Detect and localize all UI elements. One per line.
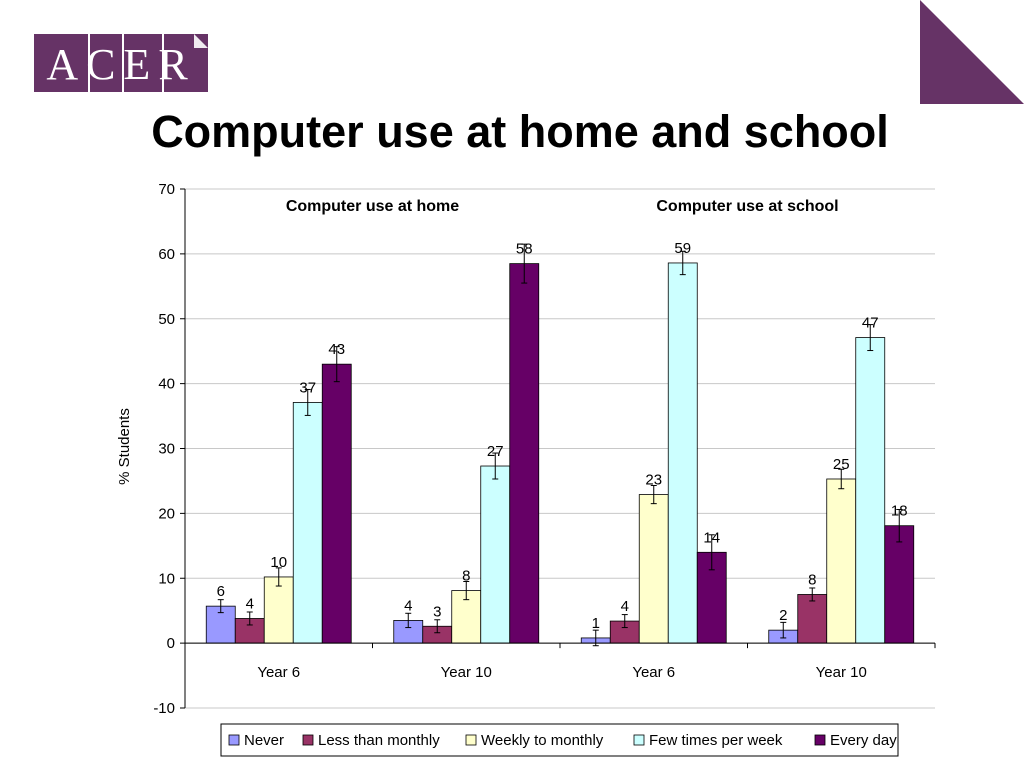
bar: [667, 262, 698, 644]
legend-label: Less than monthly: [318, 732, 440, 749]
bar: [292, 402, 323, 644]
bar: [797, 594, 828, 644]
data-label: 8: [462, 568, 470, 585]
data-label: 4: [621, 598, 629, 615]
acer-logo: ACER: [34, 34, 208, 92]
data-label: 59: [674, 240, 691, 257]
legend-box: [220, 723, 899, 757]
error-bar: [896, 508, 903, 543]
data-label: 25: [833, 456, 850, 473]
y-tick-label: 50: [158, 311, 175, 328]
error-bar: [405, 612, 412, 629]
error-bar: [780, 621, 787, 639]
panel-title: Computer use at home: [286, 198, 459, 215]
error-bar: [492, 452, 499, 480]
x-tick-label: Year 6: [632, 664, 675, 681]
y-tick-label: 40: [158, 376, 175, 393]
y-tick-label: 20: [158, 505, 175, 522]
legend-swatch: [633, 734, 645, 746]
data-label: 27: [487, 443, 504, 460]
legend-swatch: [814, 734, 826, 746]
y-axis-label: % Students: [116, 408, 133, 485]
legend-swatch: [302, 734, 314, 746]
y-tick-label: 70: [158, 181, 175, 198]
data-label: 8: [808, 571, 816, 588]
data-label: 58: [516, 241, 533, 258]
bar: [263, 576, 294, 644]
error-bar: [809, 587, 816, 602]
legend-label: Few times per week: [649, 732, 783, 749]
bar: [855, 337, 886, 644]
bar: [509, 263, 540, 644]
data-label: 43: [328, 341, 345, 358]
error-bar: [304, 388, 311, 416]
error-bar: [434, 619, 441, 634]
y-tick-label: 30: [158, 441, 175, 458]
legend-swatch: [228, 734, 240, 746]
y-tick-label: 60: [158, 246, 175, 263]
error-bar: [679, 250, 686, 276]
data-label: 37: [299, 379, 316, 396]
error-bar: [521, 243, 528, 284]
logo-text: ACER: [46, 40, 195, 89]
data-label: 2: [779, 607, 787, 624]
error-bar: [217, 599, 224, 614]
bar: [884, 525, 915, 644]
error-bar: [650, 484, 657, 505]
data-label: 4: [404, 597, 412, 614]
bar: [321, 363, 352, 644]
slide-title: Computer use at home and school: [151, 106, 889, 157]
y-tick-label: 10: [158, 570, 175, 587]
legend-label: Every day: [830, 732, 897, 749]
data-label: 18: [891, 503, 908, 520]
x-tick-label: Year 6: [257, 664, 300, 681]
bar: [480, 465, 511, 644]
data-label: 1: [592, 615, 600, 632]
corner-triangle: [920, 0, 1024, 104]
error-bar: [838, 468, 845, 490]
data-label: 47: [862, 315, 879, 332]
y-tick-label: -10: [153, 700, 175, 717]
data-label: 10: [270, 554, 287, 571]
legend-swatch: [465, 734, 477, 746]
data-label: 6: [217, 583, 225, 600]
error-bar: [621, 614, 628, 629]
legend-label: Weekly to monthly: [481, 732, 604, 749]
data-label: 23: [645, 472, 662, 489]
error-bar: [708, 534, 715, 571]
error-bar: [246, 611, 253, 626]
legend-label: Never: [244, 732, 284, 749]
panel-title: Computer use at school: [656, 198, 838, 215]
error-bar: [463, 580, 470, 601]
x-tick-label: Year 10: [816, 664, 867, 681]
data-label: 14: [703, 529, 720, 546]
data-label: 3: [433, 603, 441, 620]
data-label: 4: [246, 595, 254, 612]
y-tick-label: 0: [167, 635, 175, 652]
chart-legend: Never Less than monthly Weekly to monthly F…: [220, 723, 899, 757]
error-bar: [867, 324, 874, 352]
error-bar: [275, 567, 282, 587]
bar: [826, 478, 857, 644]
error-bar: [333, 346, 340, 383]
x-tick-label: Year 10: [441, 664, 492, 681]
bar: [638, 494, 669, 644]
